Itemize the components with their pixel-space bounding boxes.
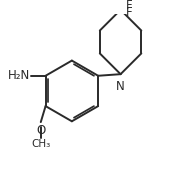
Text: F: F [126, 0, 133, 11]
Text: O: O [36, 124, 45, 137]
Text: CH₃: CH₃ [31, 139, 50, 149]
Text: H₂N: H₂N [8, 69, 30, 82]
Text: N: N [115, 80, 124, 93]
Text: F: F [126, 6, 133, 19]
